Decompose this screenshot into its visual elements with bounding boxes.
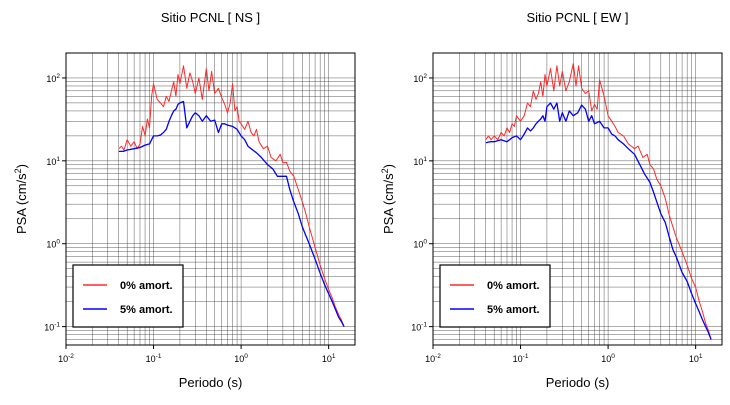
series-line-0 (485, 62, 712, 340)
x-tick-base: 10 (513, 354, 523, 364)
x-tick-label: 10-2 (425, 353, 441, 364)
x-tick-label: 101 (689, 353, 703, 364)
x-tick-base: 10 (58, 354, 68, 364)
y-axis-label: PSA (cm/s2) (13, 164, 29, 234)
chart-title: Sitio PCNL [ NS ] (161, 10, 260, 25)
y-tick-label: 100 (413, 239, 427, 250)
x-tick-exp: -1 (156, 353, 162, 360)
x-tick-base: 10 (689, 354, 699, 364)
x-tick-exp: -1 (523, 353, 529, 360)
y-tick-exp: 2 (423, 73, 427, 80)
chart-title: Sitio PCNL [ EW ] (526, 10, 628, 25)
plot-frame (432, 52, 723, 346)
legend: 0% amort. 5% amort. (72, 264, 184, 328)
y-axis-label-sup: 2 (380, 168, 390, 173)
x-axis-label: Periodo (s) (179, 375, 243, 390)
x-tick-label: 101 (322, 353, 336, 364)
legend: 0% amort. 5% amort. (439, 264, 551, 328)
x-tick-exp: 0 (611, 353, 615, 360)
y-axis-label: PSA (cm/s2) (380, 164, 396, 234)
y-tick-base: 10 (44, 323, 54, 333)
y-tick-exp: 1 (423, 156, 427, 163)
y-tick-label: 102 (46, 73, 60, 84)
y-tick-label: 100 (46, 239, 60, 250)
y-tick-label: 101 (413, 156, 427, 167)
y-tick-base: 10 (413, 74, 423, 84)
y-tick-exp: -1 (421, 322, 427, 329)
y-tick-base: 10 (46, 74, 56, 84)
y-tick-base: 10 (46, 157, 56, 167)
chart-panel-1: Sitio PCNL [ EW ]10-2 10-1 100 10110-110010… (380, 10, 723, 390)
x-tick-base: 10 (601, 354, 611, 364)
y-tick-base: 10 (46, 240, 56, 250)
legend-label: 0% amort. (487, 280, 540, 292)
x-tick-label: 100 (601, 353, 615, 364)
x-tick-exp: 1 (699, 353, 703, 360)
x-tick-exp: 1 (332, 353, 336, 360)
legend-label: 5% amort. (120, 304, 173, 316)
y-tick-label: 101 (46, 156, 60, 167)
y-tick-base: 10 (413, 157, 423, 167)
legend-label: 5% amort. (487, 304, 540, 316)
legend-box (439, 264, 551, 328)
series-line-1 (118, 100, 345, 327)
x-tick-label: 10-1 (146, 353, 162, 364)
y-axis-label-main: PSA (cm/s (14, 173, 29, 234)
y-tick-label: 102 (413, 73, 427, 84)
x-tick-label: 10-2 (58, 353, 74, 364)
x-tick-label: 100 (234, 353, 248, 364)
x-tick-base: 10 (146, 354, 156, 364)
x-tick-exp: -2 (435, 353, 441, 360)
y-tick-exp: 2 (56, 73, 60, 80)
legend-box (72, 264, 184, 328)
series-line-0 (118, 65, 345, 327)
y-tick-base: 10 (413, 240, 423, 250)
y-tick-label: 10-1 (44, 322, 60, 333)
chart-panel-0: Sitio PCNL [ NS ]10-2 10-1 100 10110-110010… (13, 10, 356, 390)
y-tick-exp: 1 (56, 156, 60, 163)
series-line-1 (485, 102, 712, 340)
x-tick-base: 10 (425, 354, 435, 364)
y-axis-label-close: ) (14, 164, 29, 168)
x-tick-base: 10 (234, 354, 244, 364)
y-tick-base: 10 (411, 323, 421, 333)
y-tick-exp: 0 (56, 239, 60, 246)
plot-frame (65, 52, 356, 346)
legend-label: 0% amort. (120, 280, 173, 292)
y-tick-exp: -1 (54, 322, 60, 329)
y-tick-label: 10-1 (411, 322, 427, 333)
y-axis-label-main: PSA (cm/s (381, 173, 396, 234)
x-tick-base: 10 (322, 354, 332, 364)
x-tick-exp: -2 (68, 353, 74, 360)
grid (433, 53, 722, 345)
y-tick-exp: 0 (423, 239, 427, 246)
x-tick-label: 10-1 (513, 353, 529, 364)
grid (66, 53, 355, 345)
y-axis-label-close: ) (381, 164, 396, 168)
x-axis-label: Periodo (s) (546, 375, 610, 390)
y-axis-label-sup: 2 (13, 168, 23, 173)
x-tick-exp: 0 (244, 353, 248, 360)
